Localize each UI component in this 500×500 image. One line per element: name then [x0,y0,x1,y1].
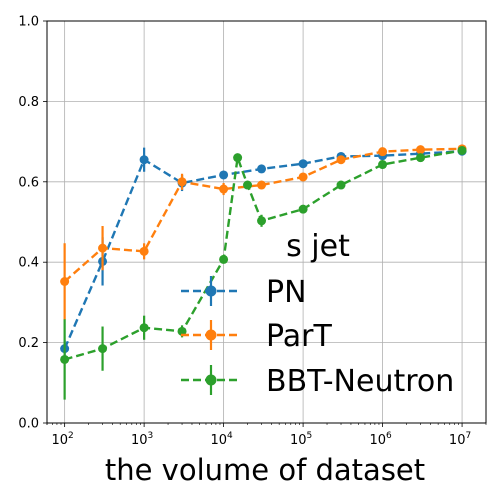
legend-title: s jet [286,229,350,264]
series-bbt-neutron [60,145,467,400]
x-tick-label: 102 [51,431,73,448]
legend-entry-bbt-neutron: BBT-Neutron [181,364,454,399]
data-point [60,276,70,286]
legend: s jet PN ParT BBT-Neutron [181,229,454,399]
axis-ticks: 102 103 104 105 106 107 0.0 0.2 0.4 0.6 0.8 1.0 [18,15,487,448]
data-point [257,164,267,174]
series-line [63,147,463,283]
data-point [219,170,229,180]
data-point [298,159,308,169]
data-point [177,177,187,187]
data-point [139,246,149,256]
data-point [336,180,346,190]
x-tick-label: 104 [210,431,233,448]
y-tick-label: 0.2 [18,336,39,351]
y-tick-label: 0.8 [18,95,39,110]
x-axis-label: the volume of dataset [105,453,425,487]
data-point [219,184,229,194]
legend-label: BBT-Neutron [266,364,454,399]
data-point [298,204,308,214]
legend-label: PN [266,275,307,310]
x-tick-label: 106 [369,431,392,448]
y-tick-label: 0.4 [18,256,39,271]
data-point [243,180,253,190]
legend-entry-pn: PN [181,275,307,310]
data-point [60,354,70,364]
data-point [416,153,426,163]
data-point [336,155,346,165]
y-tick-label: 1.0 [18,15,39,30]
data-point [298,172,308,182]
legend-entry-part: ParT [181,319,332,354]
data-point [457,145,467,155]
data-point [378,147,388,157]
data-point [257,180,267,190]
data-point [98,344,108,354]
data-point [416,145,426,155]
legend-marker [205,374,217,386]
data-point [233,153,243,163]
data-point [219,254,229,264]
y-tick-label: 0.6 [18,175,39,190]
data-point [378,160,388,170]
data-point [177,326,187,336]
axes-frame [46,20,487,424]
x-tick-label: 107 [449,431,471,448]
series-layer [60,144,467,400]
x-tick-label: 103 [131,431,153,448]
data-point [98,243,108,253]
legend-marker [205,329,217,341]
data-point [139,155,149,165]
x-tick-label: 105 [290,431,312,448]
data-point [139,323,149,333]
y-tick-label: 0.0 [18,417,39,432]
legend-label: ParT [266,319,332,354]
legend-marker [205,285,217,297]
data-point [257,216,267,226]
